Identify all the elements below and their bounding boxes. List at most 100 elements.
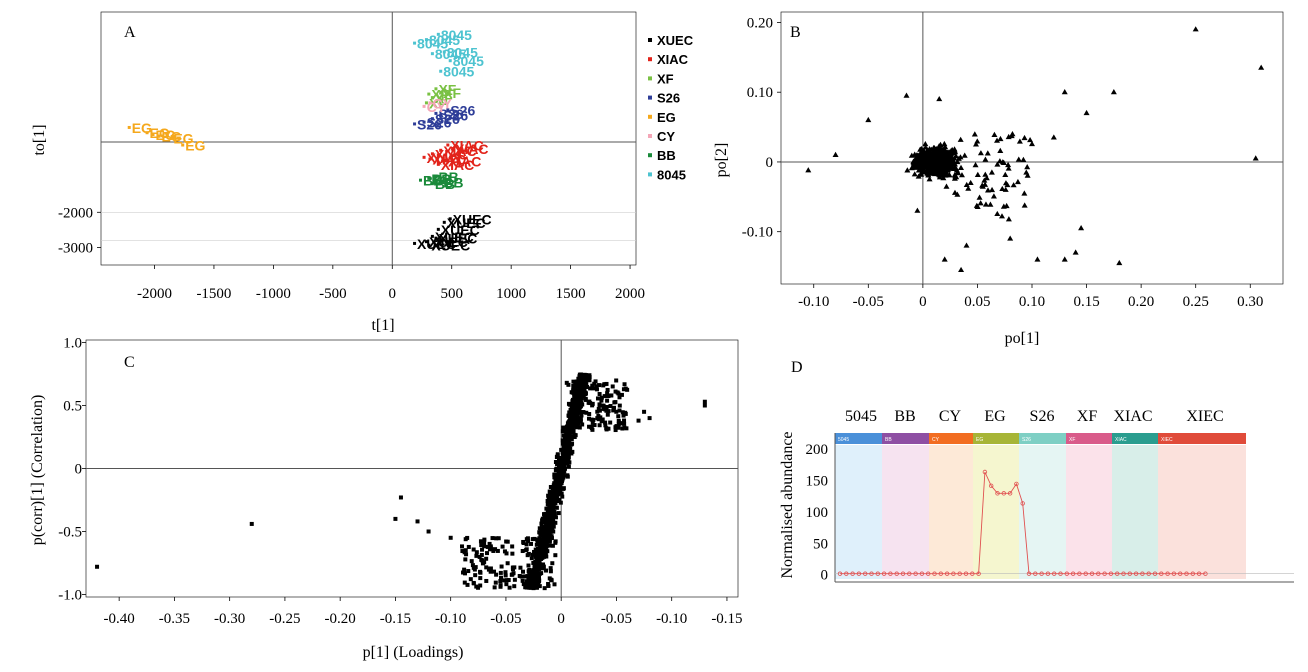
panel-a-point-label: EG (173, 131, 193, 147)
panel-c-point (466, 569, 471, 574)
panel-a-point-s26 (413, 122, 417, 126)
panel-c-point (553, 492, 558, 497)
panel-c-point (616, 414, 621, 419)
panel-c-point (571, 379, 576, 384)
panel-c-point (560, 458, 565, 463)
panel-b-point (997, 135, 1004, 142)
panel-d-group-shade (929, 445, 973, 579)
panel-c-point (529, 577, 534, 582)
panel-c-point (576, 393, 581, 398)
panel-a-point-cy (422, 104, 426, 108)
panel-c-point (510, 544, 515, 549)
panel-c-point (571, 402, 576, 407)
panel-c-point (564, 448, 569, 453)
panel-d-group-shade (973, 445, 1019, 579)
panel-a-point-label: BB (423, 173, 443, 189)
panel-c-point (524, 547, 529, 552)
panel-c-point (537, 558, 542, 563)
panel-d-group-header: 5045 (845, 408, 877, 425)
panel-d-series-point (894, 571, 899, 576)
panel-c-point (567, 422, 572, 427)
panel-c-point (599, 419, 604, 424)
panel-a-point-label: S26 (443, 108, 468, 124)
panel-c-point (534, 585, 539, 590)
panel-c-point (551, 490, 556, 495)
panel-b-point (1110, 89, 1117, 95)
panel-c-point (570, 430, 575, 435)
panel-d-series-point (1190, 571, 1195, 576)
panel-a-point-label: S26 (450, 102, 475, 118)
panel-a-point-label: EG (185, 138, 205, 154)
panel-d-group-header: S26 (1030, 408, 1055, 425)
panel-c-point (578, 391, 583, 396)
panel-c-point (488, 566, 493, 571)
panel-c-point (575, 391, 580, 396)
panel-a-y-tick-label: -2000 (58, 205, 93, 221)
panel-c-point (529, 556, 534, 561)
panel-c-point (534, 582, 539, 587)
panel-c-point (561, 453, 566, 458)
panel-c-point (548, 527, 553, 532)
panel-c-point (553, 515, 558, 520)
panel-b-point (920, 163, 927, 169)
panel-b-point (943, 183, 950, 189)
panel-a-point-label: 8045 (429, 32, 460, 48)
panel-c-point (549, 509, 554, 514)
panel-c-point (576, 382, 581, 387)
panel-d-group-bar-label: BB (885, 437, 892, 443)
panel-b-point (977, 150, 984, 156)
panel-c-point (463, 557, 468, 562)
panel-d-series-point (1014, 481, 1019, 487)
panel-c-point (616, 425, 621, 430)
panel-b-point (994, 161, 1001, 167)
panel-b-x-tick-label: 0.15 (1073, 294, 1099, 310)
panel-c-point (552, 582, 557, 587)
panel-c-point (561, 425, 566, 430)
panel-c-point (601, 403, 606, 408)
panel-d-series-point (1108, 571, 1114, 576)
panel-d-series-point (970, 571, 975, 576)
panel-a-point-label: XUEC (417, 236, 456, 252)
panel-d-y-tick-label: 0 (821, 568, 829, 584)
panel-c-point (464, 552, 469, 557)
panel-b-letter: B (790, 24, 801, 41)
panel-c-point (599, 395, 604, 400)
panel-a-point-xuec (448, 217, 452, 221)
panel-b-point (936, 160, 943, 166)
panel-c-point (544, 568, 549, 573)
panel-c-point (616, 418, 621, 423)
panel-a-point-label: XUEC (447, 215, 486, 231)
panel-d-group-bar-label: EG (976, 437, 983, 443)
panel-c-point (545, 532, 550, 537)
panel-d-group-bar (929, 433, 973, 444)
panel-a-point-8045 (424, 38, 428, 42)
panel-d-series-point (875, 571, 880, 576)
panel-c-point (555, 474, 560, 479)
panel-c-x-tick-label: -0.15 (711, 611, 742, 627)
panel-a-legend-label: S26 (657, 91, 680, 106)
panel-c-point (523, 585, 528, 590)
panel-c-point (480, 558, 485, 563)
panel-c-point (587, 378, 592, 383)
panel-d-series-point (976, 571, 981, 576)
panel-d-series-point (1146, 571, 1151, 576)
panel-b-point (998, 213, 1005, 219)
panel-c-point (540, 552, 545, 557)
panel-a-point-xuec (413, 241, 417, 245)
panel-c-point (547, 537, 552, 542)
panel-c-point (536, 555, 541, 560)
panel-c-point (597, 403, 602, 408)
panel-c-point (521, 582, 526, 587)
panel-c-point (537, 536, 542, 541)
panel-c-point (571, 415, 576, 420)
panel-c-point (553, 520, 558, 525)
panel-d-group-header: CY (939, 408, 962, 425)
panel-b-point (914, 207, 921, 213)
panel-c-point (479, 543, 484, 548)
panel-d-group-header: XF (1077, 408, 1098, 425)
panel-b-point (938, 156, 945, 162)
panel-c-point (534, 576, 539, 581)
panel-d-series-point (863, 571, 868, 576)
panel-c-y-tick-label: 0 (75, 462, 83, 478)
panel-c-x-tick-label: -0.10 (656, 611, 687, 627)
